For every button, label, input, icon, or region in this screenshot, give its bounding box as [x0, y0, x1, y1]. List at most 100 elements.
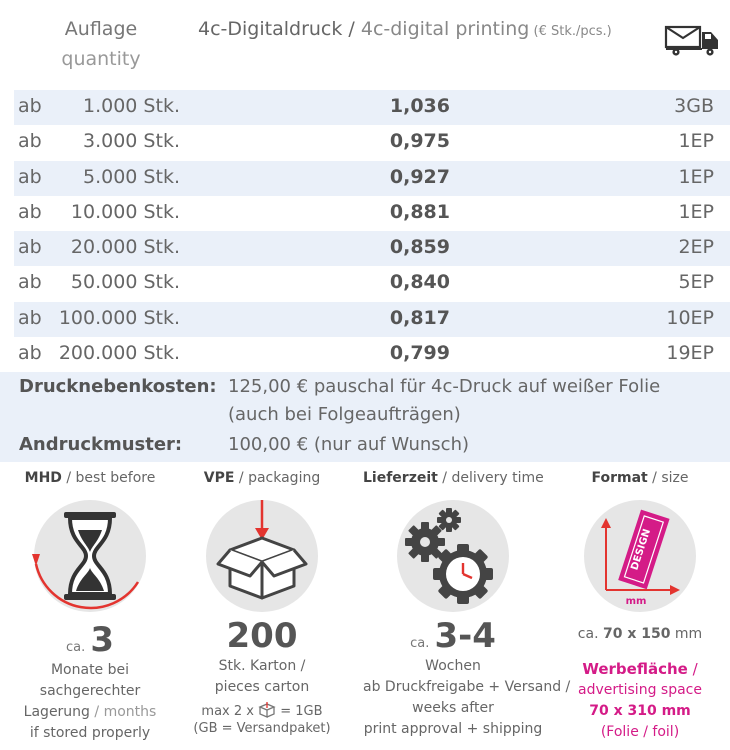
- delivery-line4: print approval + shipping: [363, 721, 543, 737]
- quantity-header: Auflage quantity: [58, 14, 144, 74]
- small-box-icon: [258, 702, 276, 718]
- row-price: 0,817: [389, 306, 450, 329]
- mhd-line2: sachgerechter: [39, 683, 141, 699]
- proof-label: Andruckmuster:: [19, 434, 183, 455]
- setup-cost-line2: (auch bei Folgeaufträgen): [228, 404, 461, 425]
- row-shipping: 2EP: [678, 236, 714, 259]
- mhd-line3: Lagerung / months: [23, 704, 157, 720]
- price-header-en: 4c-digital printing: [360, 18, 530, 40]
- additional-costs: Drucknebenkosten: 125,00 € pauschal für …: [0, 372, 730, 462]
- price-row: ab 20.000 Stk. 0,859 2EP: [14, 231, 730, 267]
- setup-cost-label: Drucknebenkosten:: [19, 376, 217, 397]
- vpe-line2: pieces carton: [214, 679, 310, 695]
- format-size: ca. 70 x 150 mm: [550, 624, 730, 645]
- price-header-unit: (€ Stk./pcs.): [529, 24, 612, 39]
- price-row: ab 100.000 Stk. 0,817 10EP: [14, 301, 730, 338]
- mhd-title-en: best before: [75, 470, 156, 486]
- mhd-line3-de: Lagerung: [23, 704, 90, 720]
- vpe-note2: (GB = Versandpaket): [193, 721, 331, 736]
- format-title: Format / size: [591, 470, 689, 486]
- price-row: ab 3.000 Stk. 0,975 1EP: [14, 125, 730, 160]
- format-size-unit: mm: [674, 626, 703, 642]
- row-shipping: 1EP: [678, 130, 714, 153]
- vpe-line1: Stk. Karton /: [218, 658, 306, 674]
- row-price: 0,799: [389, 342, 450, 365]
- mhd-column: MHD / best before ca. 3 Monate bei sachg…: [0, 470, 180, 744]
- hourglass-icon: [32, 500, 146, 612]
- quantity-header-en: quantity: [61, 48, 141, 70]
- row-quantity: 50.000 Stk.: [70, 271, 180, 294]
- vpe-title: VPE / packaging: [203, 470, 321, 486]
- mhd-ca: ca.: [65, 640, 86, 655]
- row-prefix: ab: [18, 342, 42, 365]
- row-price: 0,927: [389, 165, 450, 188]
- gears-clock-icon: [397, 500, 509, 612]
- price-row: ab 200.000 Stk. 0,799 19EP: [14, 337, 730, 372]
- price-row: ab 50.000 Stk. 0,840 5EP: [14, 266, 730, 301]
- row-shipping: 1EP: [678, 200, 714, 223]
- vpe-value: 200: [226, 616, 298, 656]
- mhd-title: MHD / best before: [24, 470, 156, 486]
- price-table: ab 1.000 Stk. 1,036 3GB ab 3.000 Stk. 0,975 1EP…: [14, 90, 730, 372]
- mhd-line1: Monate bei: [50, 662, 130, 678]
- format-ad-de: Werbefläche: [582, 660, 688, 678]
- row-prefix: ab: [18, 271, 42, 294]
- vpe-column: VPE / packaging 200 Stk. Karton / pieces…: [172, 470, 352, 737]
- mhd-value: 3: [90, 620, 114, 660]
- vpe-note: max 2 x = 1GB: [172, 702, 352, 721]
- row-shipping: 3GB: [674, 95, 714, 117]
- envelope-truck-icon: [664, 25, 718, 56]
- row-shipping: 5EP: [678, 271, 714, 294]
- delivery-title-de: Lieferzeit: [363, 470, 438, 486]
- row-quantity: 200.000 Stk.: [58, 342, 180, 365]
- price-row: ab 10.000 Stk. 0,881 1EP: [14, 196, 730, 231]
- setup-cost-line1: 125,00 € pauschal für 4c-Druck auf weiße…: [228, 376, 661, 397]
- row-prefix: ab: [18, 306, 42, 329]
- format-ad-note: (Folie / foil): [600, 724, 680, 740]
- price-row: ab 1.000 Stk. 1,036 3GB: [14, 90, 730, 126]
- design-label-icon: DESIGN mm: [584, 500, 696, 612]
- row-price: 0,859: [389, 236, 450, 259]
- row-prefix: ab: [18, 236, 42, 259]
- format-ad-en: advertising space: [578, 682, 702, 698]
- row-quantity: 20.000 Stk.: [70, 236, 180, 259]
- row-price: 0,881: [389, 200, 450, 223]
- row-price: 0,840: [389, 271, 450, 294]
- delivery-title-en: delivery time: [451, 470, 544, 486]
- row-prefix: ab: [18, 95, 42, 117]
- delivery-line1: Wochen: [425, 658, 481, 674]
- row-price: 0,975: [389, 130, 450, 153]
- row-prefix: ab: [18, 200, 42, 223]
- quantity-header-de: Auflage: [64, 18, 138, 40]
- row-shipping: 10EP: [666, 306, 714, 329]
- row-quantity: 1.000 Stk.: [83, 95, 180, 117]
- mhd-title-de: MHD: [24, 470, 62, 486]
- row-quantity: 10.000 Stk.: [70, 200, 180, 223]
- delivery-line3: weeks after: [412, 700, 494, 716]
- row-prefix: ab: [18, 165, 42, 188]
- row-quantity: 5.000 Stk.: [83, 165, 180, 188]
- price-row: ab 5.000 Stk. 0,927 1EP: [14, 160, 730, 196]
- format-title-de: Format: [591, 470, 648, 486]
- delivery-ca: ca.: [410, 636, 430, 651]
- row-prefix: ab: [18, 130, 42, 153]
- price-header-sep: /: [342, 18, 361, 40]
- row-price: 1,036: [389, 95, 450, 117]
- price-header-de: 4c-Digitaldruck: [198, 18, 343, 40]
- price-header: 4c-Digitaldruck / 4c-digital printing (€…: [198, 14, 612, 47]
- row-shipping: 19EP: [666, 342, 714, 365]
- vpe-title-en: packaging: [248, 470, 321, 486]
- box-icon: [206, 500, 318, 612]
- delivery-line2: ab Druckfreigabe + Versand /: [363, 679, 571, 695]
- format-ca: ca.: [577, 626, 599, 642]
- format-title-en: size: [661, 470, 689, 486]
- format-ad: Werbefläche /: [582, 660, 698, 678]
- proof-text: 100,00 € (nur auf Wunsch): [228, 434, 470, 455]
- row-quantity: 3.000 Stk.: [83, 130, 180, 153]
- mhd-line3-en: months: [103, 704, 157, 720]
- vpe-note-a: max 2 x: [201, 704, 254, 719]
- row-shipping: 1EP: [678, 165, 714, 188]
- delivery-title: Lieferzeit / delivery time: [363, 470, 544, 486]
- format-size-value: 70 x 150: [602, 626, 671, 642]
- mhd-line4: if stored properly: [29, 725, 151, 741]
